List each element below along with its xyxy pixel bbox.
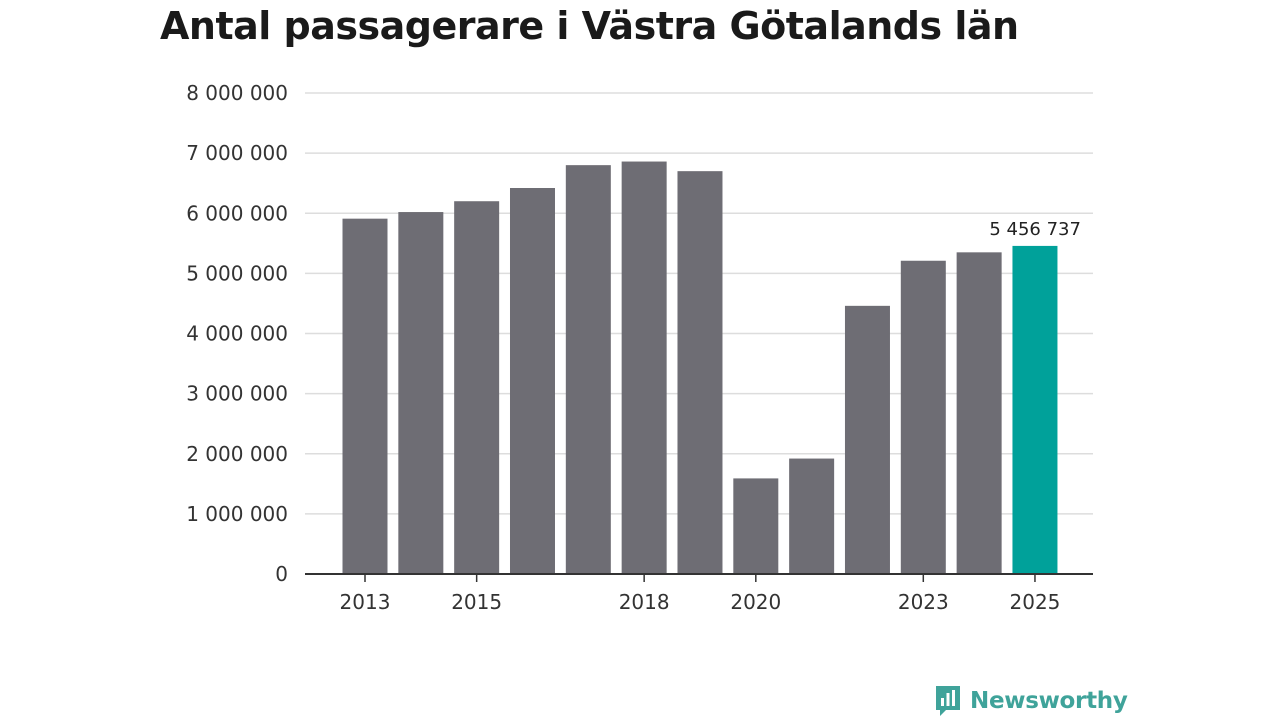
bar-2018 xyxy=(621,161,667,575)
x-axis xyxy=(305,573,1093,582)
bar-2024 xyxy=(956,252,1002,574)
bars xyxy=(342,161,1058,575)
bar-2014 xyxy=(398,212,444,575)
y-tick-label: 5 000 000 xyxy=(186,261,288,285)
bar-2021 xyxy=(789,458,835,574)
y-tick-label: 3 000 000 xyxy=(186,382,288,406)
x-tick-label: 2013 xyxy=(340,590,391,614)
y-tick-label: 2 000 000 xyxy=(186,442,288,466)
y-tick-label: 7 000 000 xyxy=(186,141,288,165)
newsworthy-brand: Newsworthy xyxy=(934,684,1128,718)
highlight-value-label: 5 456 737 xyxy=(989,219,1081,240)
x-tick-label: 2025 xyxy=(1010,590,1061,614)
bar-2019 xyxy=(677,171,723,574)
y-axis-tick-labels: 0 1 000 000 2 000 000 3 000 000 4 000 000 5 0… xyxy=(186,81,288,586)
bar-2023 xyxy=(900,260,946,574)
newsworthy-logo-icon xyxy=(936,686,960,716)
y-tick-label: 8 000 000 xyxy=(186,81,288,105)
y-tick-label: 6 000 000 xyxy=(186,201,288,225)
x-tick-label: 2023 xyxy=(898,590,949,614)
bar-2025 xyxy=(1012,245,1058,574)
x-tick-label: 2015 xyxy=(451,590,502,614)
bar-2020 xyxy=(733,478,779,574)
chart-title: Antal passagerare i Västra Götalands län xyxy=(160,4,1019,48)
x-tick-label: 2018 xyxy=(619,590,670,614)
x-axis-tick-labels: 2013 2015 2018 2020 2023 2025 xyxy=(340,590,1061,614)
bar-2016 xyxy=(509,188,555,574)
bar-2015 xyxy=(454,201,500,574)
x-tick-label: 2020 xyxy=(730,590,781,614)
bar-2013 xyxy=(342,218,388,574)
bar-2017 xyxy=(565,165,611,574)
bar-2022 xyxy=(844,305,890,574)
brand-name: Newsworthy xyxy=(970,688,1128,714)
y-tick-label: 1 000 000 xyxy=(186,502,288,526)
data-labels: 5 456 737 xyxy=(989,219,1081,240)
y-tick-label: 0 xyxy=(275,562,288,586)
y-tick-label: 4 000 000 xyxy=(186,322,288,346)
